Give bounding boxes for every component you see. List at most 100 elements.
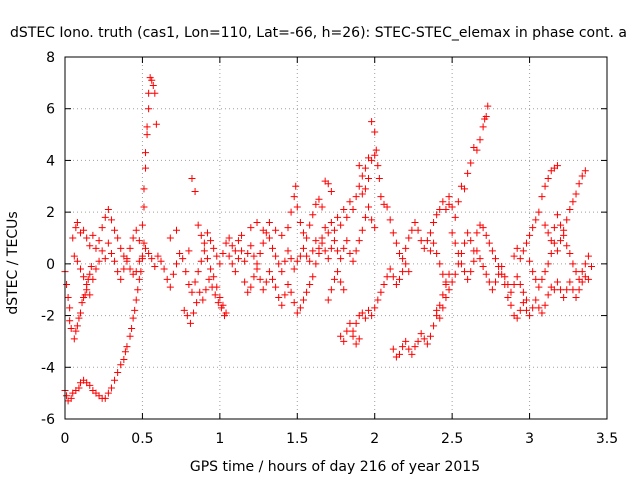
data-point [73,257,81,265]
data-point [516,281,524,289]
data-point [202,286,210,294]
data-point [327,187,335,195]
data-point [244,288,252,296]
data-point [75,314,83,322]
data-point [566,206,574,214]
data-point [241,257,249,265]
data-point [510,252,518,260]
data-point [324,255,332,263]
data-point [526,257,534,265]
data-point [436,260,444,268]
data-point [361,185,369,193]
data-point [436,314,444,322]
data-point [231,268,239,276]
data-point [63,392,71,400]
data-point [334,247,342,255]
data-point [138,252,146,260]
data-point [575,286,583,294]
y-tick-label: 0 [46,257,55,273]
data-point [324,296,332,304]
data-point [355,182,363,190]
data-point [140,239,148,247]
y-tick-label: 6 [46,102,55,118]
data-point [309,273,317,281]
data-point [482,112,490,120]
data-point [151,262,159,270]
data-point [272,226,280,234]
data-point [485,278,493,286]
data-point [69,234,77,242]
data-point [371,304,379,312]
data-point [104,239,112,247]
data-point [78,299,86,307]
data-point [368,216,376,224]
data-point [293,309,301,317]
data-point [479,262,487,270]
data-point [247,224,255,232]
data-point [132,226,140,234]
data-point [318,203,326,211]
data-point [185,281,193,289]
data-point [281,291,289,299]
data-point [337,278,345,286]
data-point [476,136,484,144]
data-point [516,306,524,314]
data-point [482,231,490,239]
data-point [205,275,213,283]
data-point [272,283,280,291]
data-point [513,273,521,281]
data-point [117,275,125,283]
data-point [448,203,456,211]
data-point [439,304,447,312]
data-point [163,275,171,283]
data-point [129,314,137,322]
data-point [448,229,456,237]
data-point [312,200,320,208]
data-point [196,288,204,296]
y-tick-label: -6 [41,412,55,428]
data-point [544,260,552,268]
data-point [340,337,348,345]
data-point [439,270,447,278]
data-point [129,234,137,242]
data-point [253,218,261,226]
x-tick-label: 1.5 [286,431,308,447]
data-point [203,255,211,263]
data-point [98,247,106,255]
data-point [423,340,431,348]
data-point [485,239,493,247]
data-point [473,229,481,237]
data-point [361,314,369,322]
data-point [121,348,129,356]
data-point [145,250,153,258]
data-point [299,296,307,304]
data-point [296,304,304,312]
data-point [433,211,441,219]
data-point [464,275,472,283]
data-point [132,296,140,304]
data-point [572,293,580,301]
data-point [193,299,201,307]
data-point [461,268,469,276]
data-point [89,275,97,283]
data-point [250,273,258,281]
data-point [259,239,267,247]
data-point [67,394,75,402]
data-point [535,283,543,291]
data-point [241,278,249,286]
data-point [143,123,151,131]
data-point [541,301,549,309]
data-point [380,281,388,289]
data-point [244,250,252,258]
data-point [86,270,94,278]
data-point [73,218,81,226]
data-point [66,304,74,312]
data-point [117,244,125,252]
data-point [142,244,150,252]
data-point [365,203,373,211]
data-point [269,275,277,283]
data-point [284,247,292,255]
data-point [371,224,379,232]
data-point [420,335,428,343]
data-point [107,250,115,258]
